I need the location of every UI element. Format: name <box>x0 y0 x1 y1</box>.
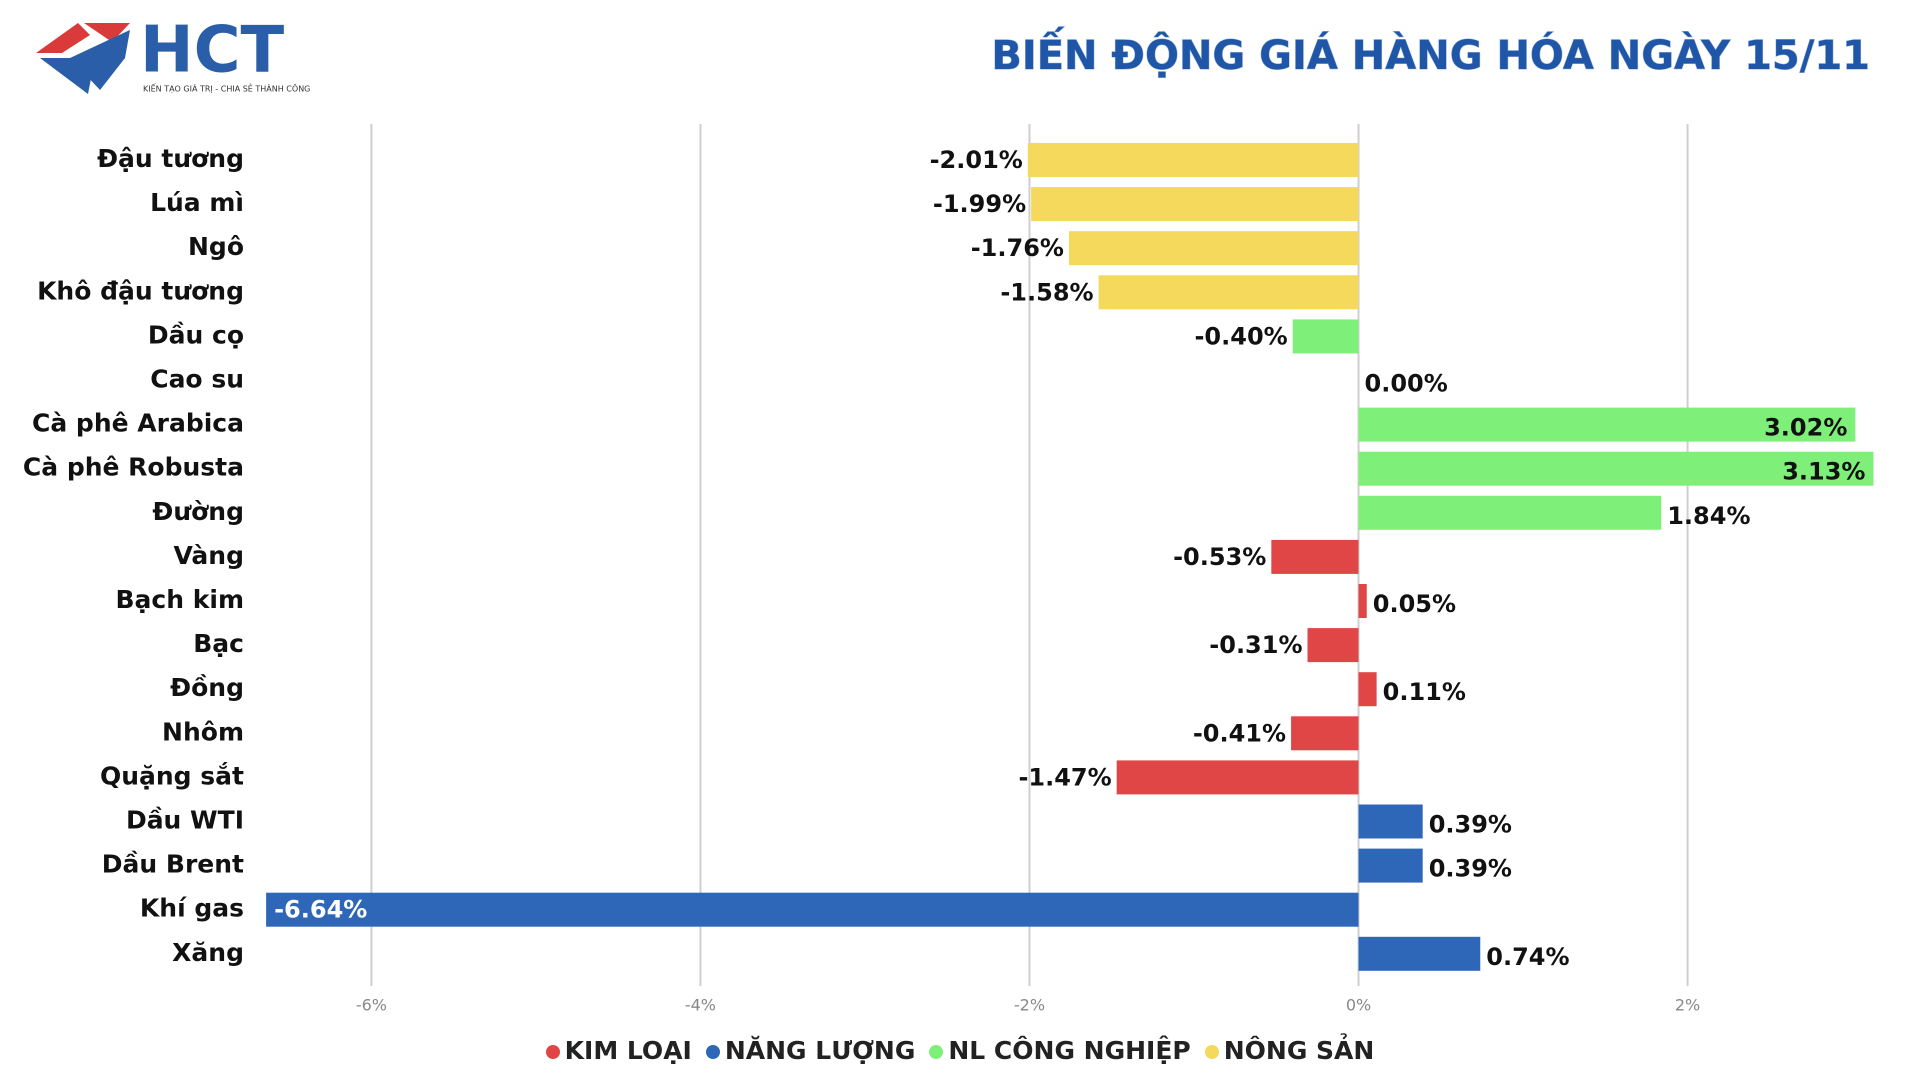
data-label: -1.58% <box>1000 278 1093 306</box>
x-tick-label: -4% <box>685 996 716 1015</box>
logo-shape <box>84 23 130 42</box>
x-tick-label: -6% <box>356 996 387 1015</box>
data-label: -0.40% <box>1194 322 1287 350</box>
data-label: -2.01% <box>930 146 1023 174</box>
legend-marker <box>545 1045 560 1059</box>
y-tick-label: Đồng <box>170 673 244 702</box>
data-label: 0.11% <box>1383 678 1466 706</box>
y-tick-label: Dầu WTI <box>126 806 244 835</box>
legend-marker <box>929 1045 944 1059</box>
y-tick-label: Đường <box>152 497 244 526</box>
y-tick-label: Bạch kim <box>116 585 245 614</box>
x-tick-label: -2% <box>1014 996 1045 1015</box>
data-label: 0.05% <box>1373 590 1456 618</box>
y-tick-label: Dầu Brent <box>102 850 244 879</box>
bar <box>1098 275 1359 310</box>
y-tick-label: Khí gas <box>140 894 244 923</box>
bar <box>1031 187 1359 222</box>
legend-item: NĂNG LƯỢNG <box>705 1036 916 1065</box>
bar <box>1358 451 1874 486</box>
data-label: -1.99% <box>933 190 1026 218</box>
data-label: 0.39% <box>1429 855 1512 883</box>
chart: HCT KIẾN TẠO GIÁ TRỊ - CHIA SẺ THÀNH CÔN… <box>23 14 1874 1015</box>
data-label: -0.31% <box>1209 631 1302 659</box>
y-tick-label: Quặng sắt <box>100 761 244 790</box>
bar <box>1271 539 1359 574</box>
legend-item: KIM LOẠI <box>545 1036 692 1065</box>
y-tick-label: Cao su <box>150 365 244 394</box>
y-tick-label: Bạc <box>193 629 244 658</box>
bar <box>1291 716 1359 751</box>
data-label: -1.47% <box>1018 763 1111 791</box>
legend: KIM LOẠI NĂNG LƯỢNG NL CÔNG NGHIỆP NÔNG SẢN <box>0 1036 1920 1065</box>
bar <box>266 892 1359 927</box>
y-tick-label: Khô đậu tương <box>37 276 244 305</box>
x-tick-label: 0% <box>1346 996 1371 1015</box>
y-tick-label: Cà phê Robusta <box>23 453 244 482</box>
data-label: 0.00% <box>1365 370 1448 398</box>
data-label: 0.74% <box>1486 943 1569 971</box>
bar <box>1116 760 1359 795</box>
bar <box>1358 407 1856 442</box>
data-label: -0.53% <box>1173 543 1266 571</box>
y-tick-label: Đậu tương <box>97 144 244 173</box>
legend-label: NL CÔNG NGHIỆP <box>948 1036 1191 1065</box>
legend-marker <box>705 1045 720 1059</box>
legend-item: NL CÔNG NGHIỆP <box>929 1036 1191 1065</box>
legend-marker <box>1204 1045 1219 1059</box>
logo-shape <box>36 23 90 53</box>
bar <box>1358 804 1423 839</box>
logo-shape <box>70 30 130 90</box>
bar <box>1292 319 1359 354</box>
y-tick-label: Vàng <box>173 541 244 570</box>
x-tick-label: 2% <box>1675 996 1700 1015</box>
logo-name: HCT <box>140 14 285 88</box>
data-label: 3.13% <box>1782 458 1865 486</box>
data-label: -0.41% <box>1193 719 1286 747</box>
data-label: 3.02% <box>1764 414 1847 442</box>
legend-label: NÔNG SẢN <box>1223 1036 1375 1065</box>
bar <box>1358 584 1367 618</box>
y-tick-label: Dầu cọ <box>148 320 244 349</box>
bar <box>1307 628 1359 663</box>
bar <box>1358 672 1377 707</box>
data-label: -1.76% <box>971 234 1064 262</box>
y-tick-label: Cà phê Arabica <box>32 409 244 438</box>
data-label: 1.84% <box>1667 502 1750 530</box>
bar <box>1358 936 1481 971</box>
legend-label: KIM LOẠI <box>564 1036 692 1065</box>
data-label: -6.64% <box>274 896 367 924</box>
y-tick-label: Nhôm <box>162 717 244 746</box>
y-tick-label: Ngô <box>188 232 244 261</box>
logo-shape <box>40 58 95 94</box>
bar <box>1068 231 1359 266</box>
data-label: 0.39% <box>1429 811 1512 839</box>
legend-label: NĂNG LƯỢNG <box>724 1036 916 1065</box>
y-tick-label: Xăng <box>172 938 244 967</box>
bar <box>1358 848 1423 883</box>
bar <box>1027 143 1359 177</box>
legend-item: NÔNG SẢN <box>1204 1036 1375 1065</box>
bar <box>1358 495 1662 530</box>
logo-tagline: KIẾN TẠO GIÁ TRỊ - CHIA SẺ THÀNH CÔNG <box>143 83 310 95</box>
y-tick-label: Lúa mì <box>150 188 244 217</box>
chart-title: BIẾN ĐỘNG GIÁ HÀNG HÓA NGÀY 15/11 <box>991 25 1870 79</box>
logo: HCT KIẾN TẠO GIÁ TRỊ - CHIA SẺ THÀNH CÔN… <box>36 14 310 95</box>
